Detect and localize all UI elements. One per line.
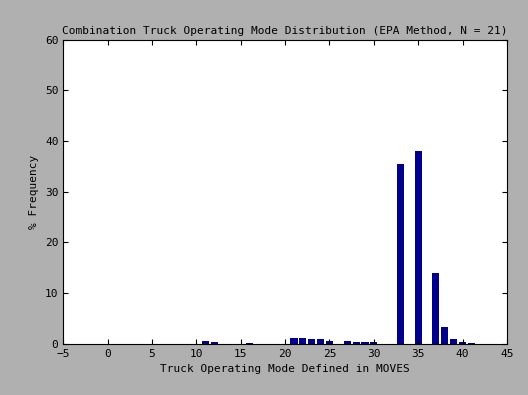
Bar [317, 339, 324, 344]
Bar [308, 339, 315, 344]
X-axis label: Truck Operating Mode Defined in MOVES: Truck Operating Mode Defined in MOVES [160, 364, 410, 374]
Bar [211, 342, 218, 344]
Bar [344, 340, 351, 344]
Bar [468, 343, 475, 344]
Bar [432, 273, 439, 344]
Bar [353, 342, 360, 344]
Bar [361, 342, 369, 344]
Bar [459, 342, 466, 344]
Bar [397, 164, 404, 344]
Bar [450, 339, 457, 344]
Bar [202, 341, 209, 344]
Bar [299, 338, 306, 344]
Title: Combination Truck Operating Mode Distribution (EPA Method, N = 21): Combination Truck Operating Mode Distrib… [62, 26, 508, 36]
Y-axis label: % Frequency: % Frequency [30, 154, 40, 229]
Bar [414, 151, 422, 344]
Bar [290, 338, 298, 344]
Bar [326, 341, 333, 344]
Bar [370, 342, 378, 344]
Bar [441, 327, 448, 344]
Bar [246, 343, 253, 344]
